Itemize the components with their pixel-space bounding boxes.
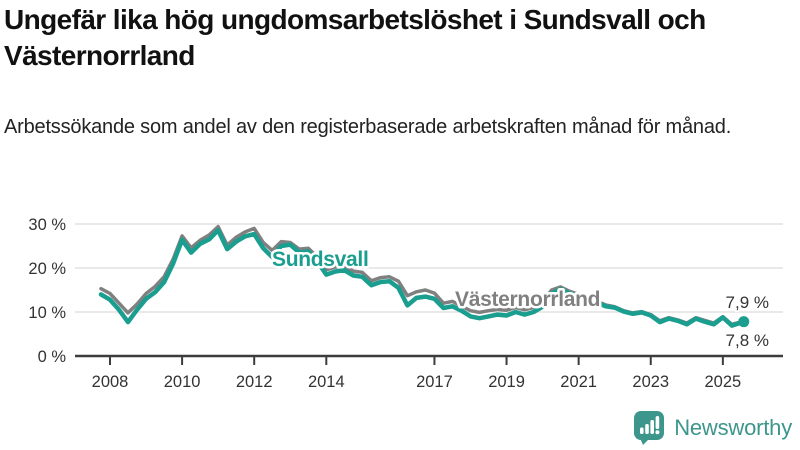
x-axis-label: 2017 [416, 373, 453, 391]
end-value-label-vasternorrland: 7,9 % [726, 293, 769, 312]
x-axis-label: 2012 [236, 373, 273, 391]
chart-subtitle: Arbetssökande som andel av den registerb… [4, 116, 732, 138]
x-axis-label: 2014 [308, 373, 345, 391]
x-axis-label: 2021 [560, 373, 597, 391]
chart-title: Ungefär lika hög ungdomsarbetslöshet i S… [4, 4, 706, 71]
line-chart: 0 % 10 % 20 % 30 % 2008 2010 2012 2014 2017 2019… [28, 216, 783, 391]
y-axis-label: 20 % [28, 260, 66, 278]
newsworthy-wordmark: Newsworthy [674, 414, 792, 440]
x-axis-label: 2010 [164, 373, 201, 391]
newsworthy-logo: Newsworthy [633, 410, 792, 445]
gridlines [75, 223, 783, 313]
y-axis-labels: 0 % 10 % 20 % 30 % [28, 216, 66, 366]
x-axis-labels: 2008 2010 2012 2014 2017 2019 2021 2023 2025 [92, 373, 742, 391]
series-line-sundsvall [98, 227, 747, 328]
x-axis-label: 2023 [632, 373, 669, 391]
x-axis-label: 2019 [488, 373, 525, 391]
y-axis-label: 30 % [28, 216, 66, 234]
series-end-dot-sundsvall [738, 316, 750, 328]
x-axis-label: 2008 [92, 373, 129, 391]
y-axis-label: 0 % [38, 348, 67, 366]
x-axis-ticks [109, 357, 724, 365]
series-line-västernorrland [99, 224, 746, 327]
data-series-lines [98, 224, 750, 328]
series-label-vasternorrland: Västernorrland [455, 288, 600, 311]
end-value-label-sundsvall: 7,8 % [726, 331, 769, 350]
x-axis-label: 2025 [704, 373, 741, 391]
series-label-sundsvall: Sundsvall [272, 248, 369, 271]
newsworthy-icon [634, 411, 665, 445]
y-axis-label: 10 % [28, 304, 66, 322]
